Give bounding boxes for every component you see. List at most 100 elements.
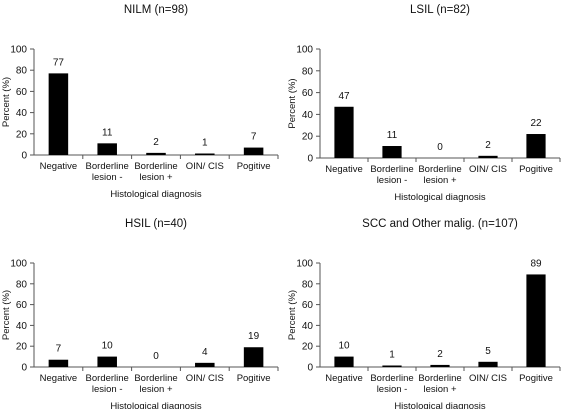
bar-value-label: 19: [248, 331, 260, 342]
y-tick-label: 100: [296, 45, 313, 56]
y-tick-label: 60: [302, 88, 314, 99]
chart-panel-4: SCC and Other malig. (n=107) Percent (%) 0…: [287, 218, 561, 409]
chart-panel-3: HSIL (n=40)Percent (%)0204060801007Negat…: [1, 218, 279, 409]
x-axis-label: Histological diagnosis: [110, 401, 202, 409]
x-tick-label: lesion -: [92, 384, 123, 395]
bar-value-label: 2: [437, 349, 443, 360]
bar-value-label: 10: [338, 341, 350, 352]
y-axis-label: Percent (%): [287, 290, 298, 340]
bar-value-label: 11: [387, 130, 398, 141]
bar-value-label: 7: [251, 132, 257, 143]
x-tick-label: OIN/ CIS: [469, 164, 507, 175]
bar-value-label: 22: [530, 118, 542, 129]
chart-title: HSIL (n=40): [125, 218, 187, 230]
y-tick-label: 80: [16, 279, 28, 290]
y-tick-label: 0: [21, 363, 27, 374]
x-tick-label: Borderline: [370, 164, 413, 175]
y-tick-label: 0: [307, 363, 313, 374]
y-tick-label: 60: [16, 87, 28, 98]
x-tick-label: OIN/ CIS: [186, 373, 224, 384]
y-tick-label: 20: [16, 129, 28, 140]
y-tick-label: 80: [302, 66, 314, 77]
bar-value-label: 1: [202, 138, 208, 149]
chart-title: NILM (n=98): [124, 4, 188, 16]
bar-2: [97, 356, 117, 367]
y-tick-label: 0: [307, 154, 313, 165]
bar-value-label: 2: [485, 140, 491, 151]
bar-value-label: 10: [102, 341, 114, 352]
x-tick-label: lesion +: [423, 175, 456, 186]
x-tick-label: Borderline: [418, 373, 461, 384]
x-tick-label: lesion +: [139, 384, 172, 395]
bar-2: [97, 143, 117, 155]
x-tick-label: OIN/ CIS: [186, 161, 224, 172]
y-tick-label: 20: [302, 342, 314, 353]
bar-3: [430, 364, 450, 367]
bar-4: [478, 155, 498, 158]
bar-5: [243, 147, 264, 155]
bar-5: [526, 134, 546, 158]
bar-value-label: 1: [389, 350, 395, 361]
x-tick-label: Borderline: [418, 164, 461, 175]
bar-1: [48, 73, 69, 155]
x-tick-label: Pogitive: [519, 164, 553, 175]
x-tick-label: Pogitive: [519, 373, 553, 384]
x-tick-label: Pogitive: [237, 161, 271, 172]
bar-value-label: 89: [530, 258, 542, 269]
bar-4: [195, 153, 215, 155]
x-axis-label: Histological diagnosis: [110, 189, 202, 200]
y-axis-label: Percent (%): [1, 77, 12, 127]
y-tick-label: 80: [16, 66, 28, 77]
x-tick-label: lesion -: [377, 384, 408, 395]
bar-value-label: 2: [153, 137, 159, 148]
chart-title: LSIL (n=82): [410, 4, 470, 16]
y-tick-label: 60: [302, 300, 314, 311]
bar-1: [48, 359, 69, 367]
x-axis-label: Histological diagnosis: [394, 192, 486, 203]
y-tick-label: 40: [16, 321, 28, 332]
y-tick-label: 100: [296, 259, 313, 270]
x-tick-label: lesion +: [139, 172, 172, 183]
y-tick-label: 40: [16, 108, 28, 119]
y-tick-label: 40: [302, 321, 314, 332]
y-tick-label: 20: [302, 132, 314, 143]
y-tick-label: 40: [302, 110, 314, 121]
bar-1: [334, 106, 354, 158]
chart-panel-1: NILM (n=98) Percent (%) 0 20 40 60 80 100 77 Nega…: [1, 4, 279, 200]
x-tick-label: lesion -: [92, 172, 123, 183]
chart-title: SCC and Other malig. (n=107): [362, 218, 518, 230]
y-axis-label: Percent (%): [1, 290, 12, 340]
bar-value-label: 11: [102, 127, 113, 138]
x-tick-label: lesion -: [377, 175, 408, 186]
bar-value-label: 0: [153, 351, 159, 362]
bar-value-label: 47: [338, 91, 350, 102]
bar-2: [382, 146, 402, 158]
x-tick-label: Borderline: [370, 373, 413, 384]
bar-5: [526, 274, 546, 367]
bar-value-label: 7: [56, 344, 62, 355]
y-tick-label: 0: [21, 151, 27, 162]
x-tick-label: Pogitive: [237, 373, 271, 384]
bar-value-label: 4: [202, 347, 208, 358]
bar-4: [478, 361, 498, 367]
x-tick-label: Borderline: [86, 161, 129, 172]
bar-5: [243, 347, 264, 367]
x-tick-label: Negative: [40, 161, 78, 172]
x-tick-label: Borderline: [86, 373, 129, 384]
bar-value-label: 77: [53, 57, 65, 68]
x-tick-label: Borderline: [134, 373, 177, 384]
bar-3: [146, 152, 166, 155]
y-tick-label: 60: [16, 300, 28, 311]
x-tick-label: Borderline: [134, 161, 177, 172]
bar-4: [195, 362, 215, 367]
x-tick-label: lesion +: [423, 384, 456, 395]
bar-value-label: 5: [485, 346, 491, 357]
bar-1: [334, 356, 354, 367]
x-tick-label: Negative: [325, 164, 363, 175]
y-tick-label: 100: [10, 45, 27, 56]
x-axis-label: Histological diagnosis: [394, 401, 486, 409]
x-tick-label: OIN/ CIS: [469, 373, 507, 384]
y-tick-label: 80: [302, 279, 314, 290]
chart-panel-2: LSIL (n=82)Percent (%)02040608010047Nega…: [287, 4, 561, 203]
